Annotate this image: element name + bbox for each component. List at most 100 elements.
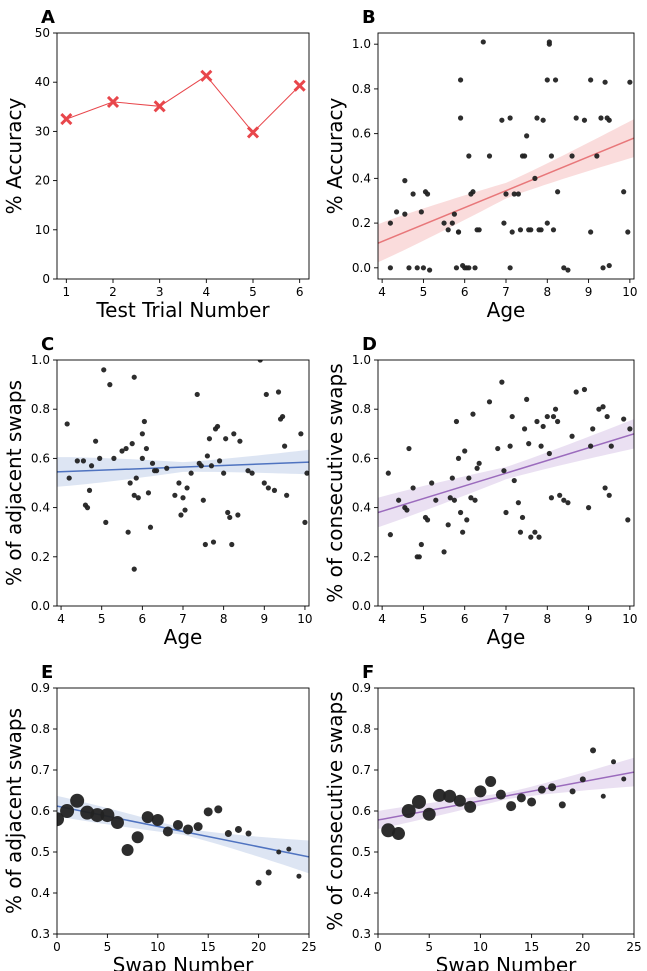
data-point	[501, 220, 507, 226]
data-point	[540, 423, 546, 430]
data-point	[221, 470, 227, 476]
y-tick-label: 0.8	[352, 402, 371, 416]
data-point	[101, 367, 107, 373]
data-point	[257, 360, 263, 363]
data-point	[93, 438, 99, 444]
x-tick-label: 4	[203, 285, 211, 299]
x-axis-label: Age	[164, 625, 203, 649]
data-point	[544, 220, 550, 226]
data-point	[204, 453, 210, 459]
y-tick-label: 1.0	[31, 353, 50, 367]
x-tick-label: 25	[301, 940, 316, 954]
data-point	[573, 115, 579, 121]
data-point	[202, 541, 208, 548]
data-point	[581, 386, 588, 393]
data-point	[548, 153, 555, 159]
panel-label: C	[41, 334, 54, 355]
x-tick-label: 9	[585, 612, 593, 626]
data-point	[550, 227, 557, 233]
data-point	[131, 831, 144, 844]
x-tick-label: 10	[150, 940, 165, 954]
axes-frame	[56, 32, 310, 280]
data-point	[627, 426, 633, 432]
data-point	[598, 115, 604, 121]
y-tick-label: 0.5	[31, 845, 50, 859]
data-point	[193, 822, 203, 832]
data-point	[486, 399, 493, 405]
data-point	[462, 448, 468, 454]
y-tick-label: 0.0	[352, 599, 371, 613]
data-point	[184, 485, 190, 491]
data-point	[509, 229, 515, 235]
data-point	[234, 825, 242, 833]
x-tick-label: 8	[543, 612, 551, 626]
data-point	[66, 475, 72, 481]
y-axis-label: % of consecutive swaps	[323, 363, 347, 602]
data-point	[404, 507, 410, 513]
x-tick-label: 5	[98, 612, 106, 626]
data-point	[625, 229, 631, 235]
data-point	[282, 443, 288, 449]
data-point	[245, 468, 251, 474]
data-point	[457, 77, 464, 83]
x-tick-label: 4	[378, 612, 386, 626]
data-point	[534, 418, 540, 425]
data-point	[466, 153, 472, 159]
data-point	[627, 79, 633, 85]
data-point	[279, 413, 286, 420]
data-point	[485, 775, 497, 787]
data-point	[511, 191, 517, 197]
data-point	[585, 505, 592, 511]
y-tick-label: 0.5	[352, 845, 371, 859]
data-point	[472, 497, 478, 503]
data-point	[198, 463, 204, 469]
axes-frame	[377, 359, 635, 607]
data-point	[555, 189, 561, 195]
data-point	[546, 39, 552, 45]
panel-label: B	[362, 7, 376, 28]
panel-label: E	[41, 662, 53, 683]
panel-label: D	[362, 334, 377, 355]
data-point	[433, 497, 439, 503]
x-tick-label: 25	[626, 940, 641, 954]
data-point	[503, 509, 509, 516]
y-tick-label: 0.4	[352, 171, 371, 185]
x-tick-label: 5	[249, 285, 257, 299]
data-point	[203, 807, 213, 817]
data-point	[608, 443, 614, 449]
data-point	[552, 406, 559, 412]
data-point	[606, 492, 612, 498]
data-point	[453, 794, 466, 807]
data-point	[64, 421, 70, 427]
data-point	[466, 265, 472, 271]
y-tick-label: 1.0	[352, 353, 371, 367]
data-point	[225, 509, 231, 516]
data-point	[180, 495, 186, 501]
data-point	[411, 794, 426, 809]
data-point	[208, 463, 215, 469]
data-point	[216, 458, 223, 464]
y-tick-label: 0.6	[352, 127, 371, 141]
data-point	[590, 747, 597, 754]
data-point	[480, 39, 486, 45]
data-point	[495, 789, 506, 800]
data-point	[88, 463, 95, 469]
data-point	[447, 495, 453, 501]
data-point	[271, 487, 278, 493]
data-point	[162, 826, 173, 837]
data-point	[200, 69, 213, 82]
data-point	[255, 879, 262, 886]
data-point	[569, 788, 576, 795]
data-point	[387, 532, 393, 538]
x-tick-label: 15	[524, 940, 539, 954]
data-point	[534, 115, 540, 121]
data-point	[131, 374, 137, 380]
data-point	[588, 77, 594, 83]
data-point	[103, 519, 109, 525]
data-point	[149, 460, 156, 466]
data-point	[499, 379, 505, 385]
data-point	[381, 823, 396, 838]
x-tick-label: 7	[502, 285, 510, 299]
x-tick-label: 0	[374, 940, 382, 954]
data-point	[229, 541, 235, 548]
